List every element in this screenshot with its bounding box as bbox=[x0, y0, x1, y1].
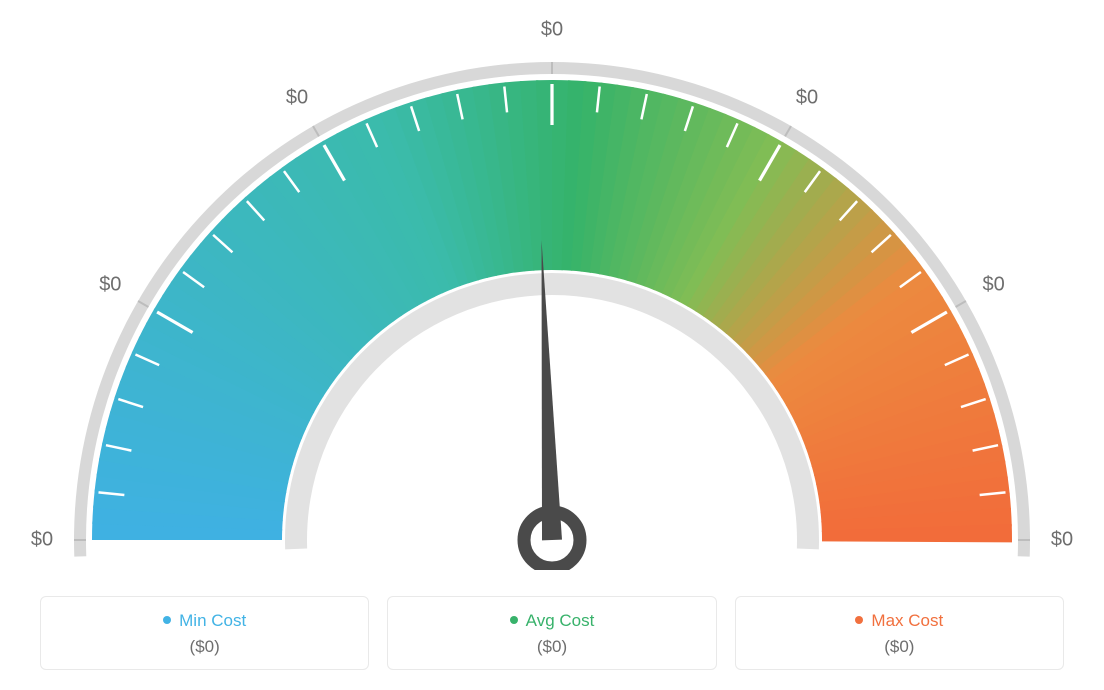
gauge-tick-label: $0 bbox=[286, 87, 308, 110]
legend-card-max: Max Cost ($0) bbox=[735, 596, 1064, 670]
gauge-tick-label: $0 bbox=[541, 19, 563, 42]
legend-min-text: Min Cost bbox=[179, 611, 246, 630]
legend-value-min: ($0) bbox=[41, 637, 368, 657]
legend-row: Min Cost ($0) Avg Cost ($0) Max Cost ($0… bbox=[0, 596, 1104, 670]
gauge-tick-label: $0 bbox=[1051, 529, 1073, 552]
gauge-tick-label: $0 bbox=[99, 274, 121, 297]
legend-max-text: Max Cost bbox=[871, 611, 943, 630]
legend-label-min: Min Cost bbox=[41, 611, 368, 631]
legend-label-avg: Avg Cost bbox=[388, 611, 715, 631]
dot-icon-avg bbox=[510, 616, 518, 624]
legend-card-avg: Avg Cost ($0) bbox=[387, 596, 716, 670]
legend-value-avg: ($0) bbox=[388, 637, 715, 657]
legend-label-max: Max Cost bbox=[736, 611, 1063, 631]
legend-card-min: Min Cost ($0) bbox=[40, 596, 369, 670]
cost-gauge: $0 $0 $0 $0 $0 $0 $0 bbox=[22, 10, 1082, 570]
legend-avg-text: Avg Cost bbox=[526, 611, 595, 630]
dot-icon-min bbox=[163, 616, 171, 624]
dot-icon-max bbox=[855, 616, 863, 624]
gauge-tick-label: $0 bbox=[31, 529, 53, 552]
legend-value-max: ($0) bbox=[736, 637, 1063, 657]
gauge-svg bbox=[22, 10, 1082, 570]
gauge-tick-label: $0 bbox=[796, 87, 818, 110]
gauge-tick-label: $0 bbox=[983, 274, 1005, 297]
